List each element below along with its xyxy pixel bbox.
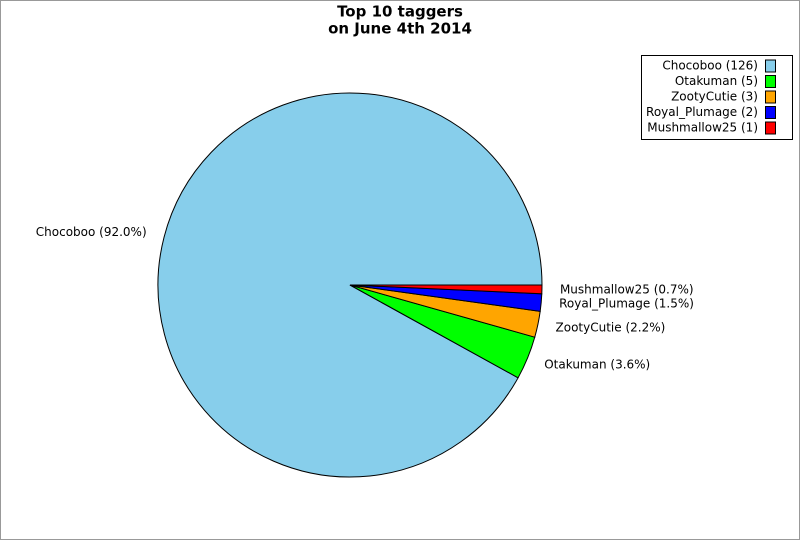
legend-label: Mushmallow25 (1) xyxy=(647,121,758,135)
slice-label: Chocoboo (92.0%) xyxy=(36,225,147,239)
legend-swatch xyxy=(765,90,776,104)
legend-swatch xyxy=(765,75,776,88)
legend-label: Chocoboo (126) xyxy=(662,59,758,73)
chart-title: Top 10 taggers xyxy=(337,3,463,21)
slice-label: ZootyCutie (2.2%) xyxy=(556,321,666,335)
legend-label: Otakuman (5) xyxy=(675,74,758,88)
legend-swatch xyxy=(765,59,776,73)
slice-label: Mushmallow25 (0.7%) xyxy=(560,282,694,296)
slice-label: Royal_Plumage (1.5%) xyxy=(559,297,694,311)
legend-swatch xyxy=(765,106,776,119)
pie-slice xyxy=(349,284,543,295)
legend-label: Royal_Plumage (2) xyxy=(646,105,758,119)
legend-swatch xyxy=(765,121,776,135)
legend-label: ZootyCutie (3) xyxy=(671,90,758,104)
slice-label: Otakuman (3.6%) xyxy=(544,357,650,371)
chart-subtitle: on June 4th 2014 xyxy=(328,20,472,38)
